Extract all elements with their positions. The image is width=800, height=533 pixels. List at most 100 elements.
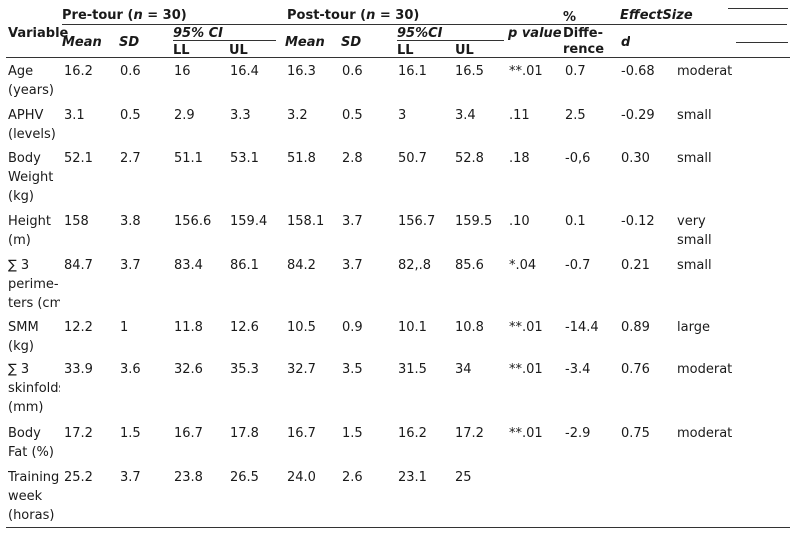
pre-ul-cell: 12.6 bbox=[230, 320, 259, 335]
pre-ll-cell: 23.8 bbox=[174, 470, 203, 485]
pre-ul-header: UL bbox=[229, 43, 248, 58]
variable-label: APHV bbox=[8, 108, 44, 123]
variable-label: (levels) bbox=[8, 127, 56, 142]
variable-label: Fat (%) bbox=[8, 445, 54, 460]
pre-mean-cell: 84.7 bbox=[64, 258, 93, 273]
pre-mean-cell: 25.2 bbox=[64, 470, 93, 485]
p-value-cell: **.01 bbox=[509, 64, 543, 79]
pre-sd-cell: 3.6 bbox=[120, 362, 141, 377]
p-value-cell: .10 bbox=[509, 214, 530, 229]
post-ul-cell: 25 bbox=[455, 470, 472, 485]
pre-sd-cell: 1.5 bbox=[120, 426, 141, 441]
variable-label: ∑ 3 bbox=[8, 258, 30, 273]
post-tour-header: Post-tour (n = 30) bbox=[287, 8, 420, 23]
rule-table-bottom bbox=[6, 527, 790, 528]
variable-label: week bbox=[8, 489, 43, 504]
post-mean-cell: 16.3 bbox=[287, 64, 316, 79]
post-ul-cell: 52.8 bbox=[455, 151, 484, 166]
difference-cell: -14.4 bbox=[565, 320, 599, 335]
variable-label: (kg) bbox=[8, 339, 34, 354]
effect-size-label: moderate bbox=[677, 426, 733, 441]
effect-size-header: EffectSize bbox=[620, 8, 693, 23]
post-sd-cell: 3.7 bbox=[342, 214, 363, 229]
variable-label: (m) bbox=[8, 233, 31, 248]
variable-label: Age bbox=[8, 64, 34, 79]
post-ul-cell: 16.5 bbox=[455, 64, 484, 79]
pre-sd-cell: 3.7 bbox=[120, 470, 141, 485]
pre-ul-cell: 53.1 bbox=[230, 151, 259, 166]
effect-size-label: moderate bbox=[677, 362, 733, 377]
p-value-cell: .11 bbox=[509, 108, 530, 123]
pre-mean-cell: 158 bbox=[64, 214, 89, 229]
post-sd-cell: 0.5 bbox=[342, 108, 363, 123]
post-sd-cell: 3.5 bbox=[342, 362, 363, 377]
post-sd-header: SD bbox=[341, 35, 362, 50]
post-ll-cell: 31.5 bbox=[398, 362, 427, 377]
effect-d-cell: -0.68 bbox=[621, 64, 655, 79]
variable-label: (years) bbox=[8, 83, 54, 98]
post-mean-cell: 24.0 bbox=[287, 470, 316, 485]
pre-sd-header: SD bbox=[119, 35, 140, 50]
pre-ll-cell: 16 bbox=[174, 64, 191, 79]
difference-header-1: Diffe- bbox=[563, 26, 603, 41]
effect-size-label: moderate bbox=[677, 64, 733, 79]
pre-ul-cell: 3.3 bbox=[230, 108, 251, 123]
variable-label: Body bbox=[8, 151, 41, 166]
variable-label: Body bbox=[8, 426, 41, 441]
pre-ul-cell: 159.4 bbox=[230, 214, 268, 229]
effect-size-label: small bbox=[677, 233, 712, 248]
post-mean-cell: 51.8 bbox=[287, 151, 316, 166]
pre-ll-cell: 156.6 bbox=[174, 214, 212, 229]
post-ll-cell: 3 bbox=[398, 108, 407, 123]
post-mean-cell: 3.2 bbox=[287, 108, 308, 123]
post-ll-cell: 16.1 bbox=[398, 64, 427, 79]
pre-ul-cell: 86.1 bbox=[230, 258, 259, 273]
pre-sd-cell: 3.8 bbox=[120, 214, 141, 229]
pre-ll-cell: 32.6 bbox=[174, 362, 203, 377]
post-ul-cell: 159.5 bbox=[455, 214, 493, 229]
pre-ll-cell: 83.4 bbox=[174, 258, 203, 273]
pre-ul-cell: 17.8 bbox=[230, 426, 259, 441]
p-value-cell: .18 bbox=[509, 151, 530, 166]
difference-header-2: rence bbox=[563, 42, 605, 57]
post-sd-cell: 0.9 bbox=[342, 320, 363, 335]
post-mean-cell: 84.2 bbox=[287, 258, 316, 273]
post-sd-cell: 2.8 bbox=[342, 151, 363, 166]
post-ll-cell: 50.7 bbox=[398, 151, 427, 166]
p-value-cell: **.01 bbox=[509, 426, 543, 441]
post-ll-cell: 23.1 bbox=[398, 470, 427, 485]
rule-top-right bbox=[728, 8, 788, 9]
post-sd-cell: 3.7 bbox=[342, 258, 363, 273]
effect-d-cell: 0.21 bbox=[621, 258, 650, 273]
rule-header-bottom bbox=[6, 57, 790, 58]
pre-mean-cell: 3.1 bbox=[64, 108, 85, 123]
d-header: d bbox=[621, 35, 631, 50]
difference-cell: 0.1 bbox=[565, 214, 586, 229]
post-ll-header: LL bbox=[397, 43, 414, 58]
difference-cell: -3.4 bbox=[565, 362, 591, 377]
effect-d-cell: -0.29 bbox=[621, 108, 655, 123]
pre-ll-header: LL bbox=[173, 43, 190, 58]
variable-label: Training bbox=[8, 470, 60, 485]
percent-header: % bbox=[563, 10, 577, 25]
variable-label: skinfolds bbox=[8, 381, 60, 396]
variable-label: (horas) bbox=[8, 508, 55, 523]
pre-mean-cell: 33.9 bbox=[64, 362, 93, 377]
pre-ul-cell: 26.5 bbox=[230, 470, 259, 485]
difference-cell: -0.7 bbox=[565, 258, 591, 273]
variable-label: perime- bbox=[8, 277, 59, 292]
effect-d-cell: 0.76 bbox=[621, 362, 650, 377]
pre-mean-cell: 12.2 bbox=[64, 320, 93, 335]
post-mean-header: Mean bbox=[285, 35, 325, 50]
pre-ll-cell: 51.1 bbox=[174, 151, 203, 166]
effect-size-label: small bbox=[677, 258, 712, 273]
post-ul-cell: 85.6 bbox=[455, 258, 484, 273]
post-ll-cell: 10.1 bbox=[398, 320, 427, 335]
variable-label: ters (cm) bbox=[8, 296, 60, 311]
post-mean-cell: 16.7 bbox=[287, 426, 316, 441]
pre-sd-cell: 3.7 bbox=[120, 258, 141, 273]
effect-size-label: large bbox=[677, 320, 710, 335]
post-mean-cell: 10.5 bbox=[287, 320, 316, 335]
rule-pre-ci bbox=[173, 40, 276, 41]
pre-tour-header: Pre-tour (n = 30) bbox=[62, 8, 187, 23]
